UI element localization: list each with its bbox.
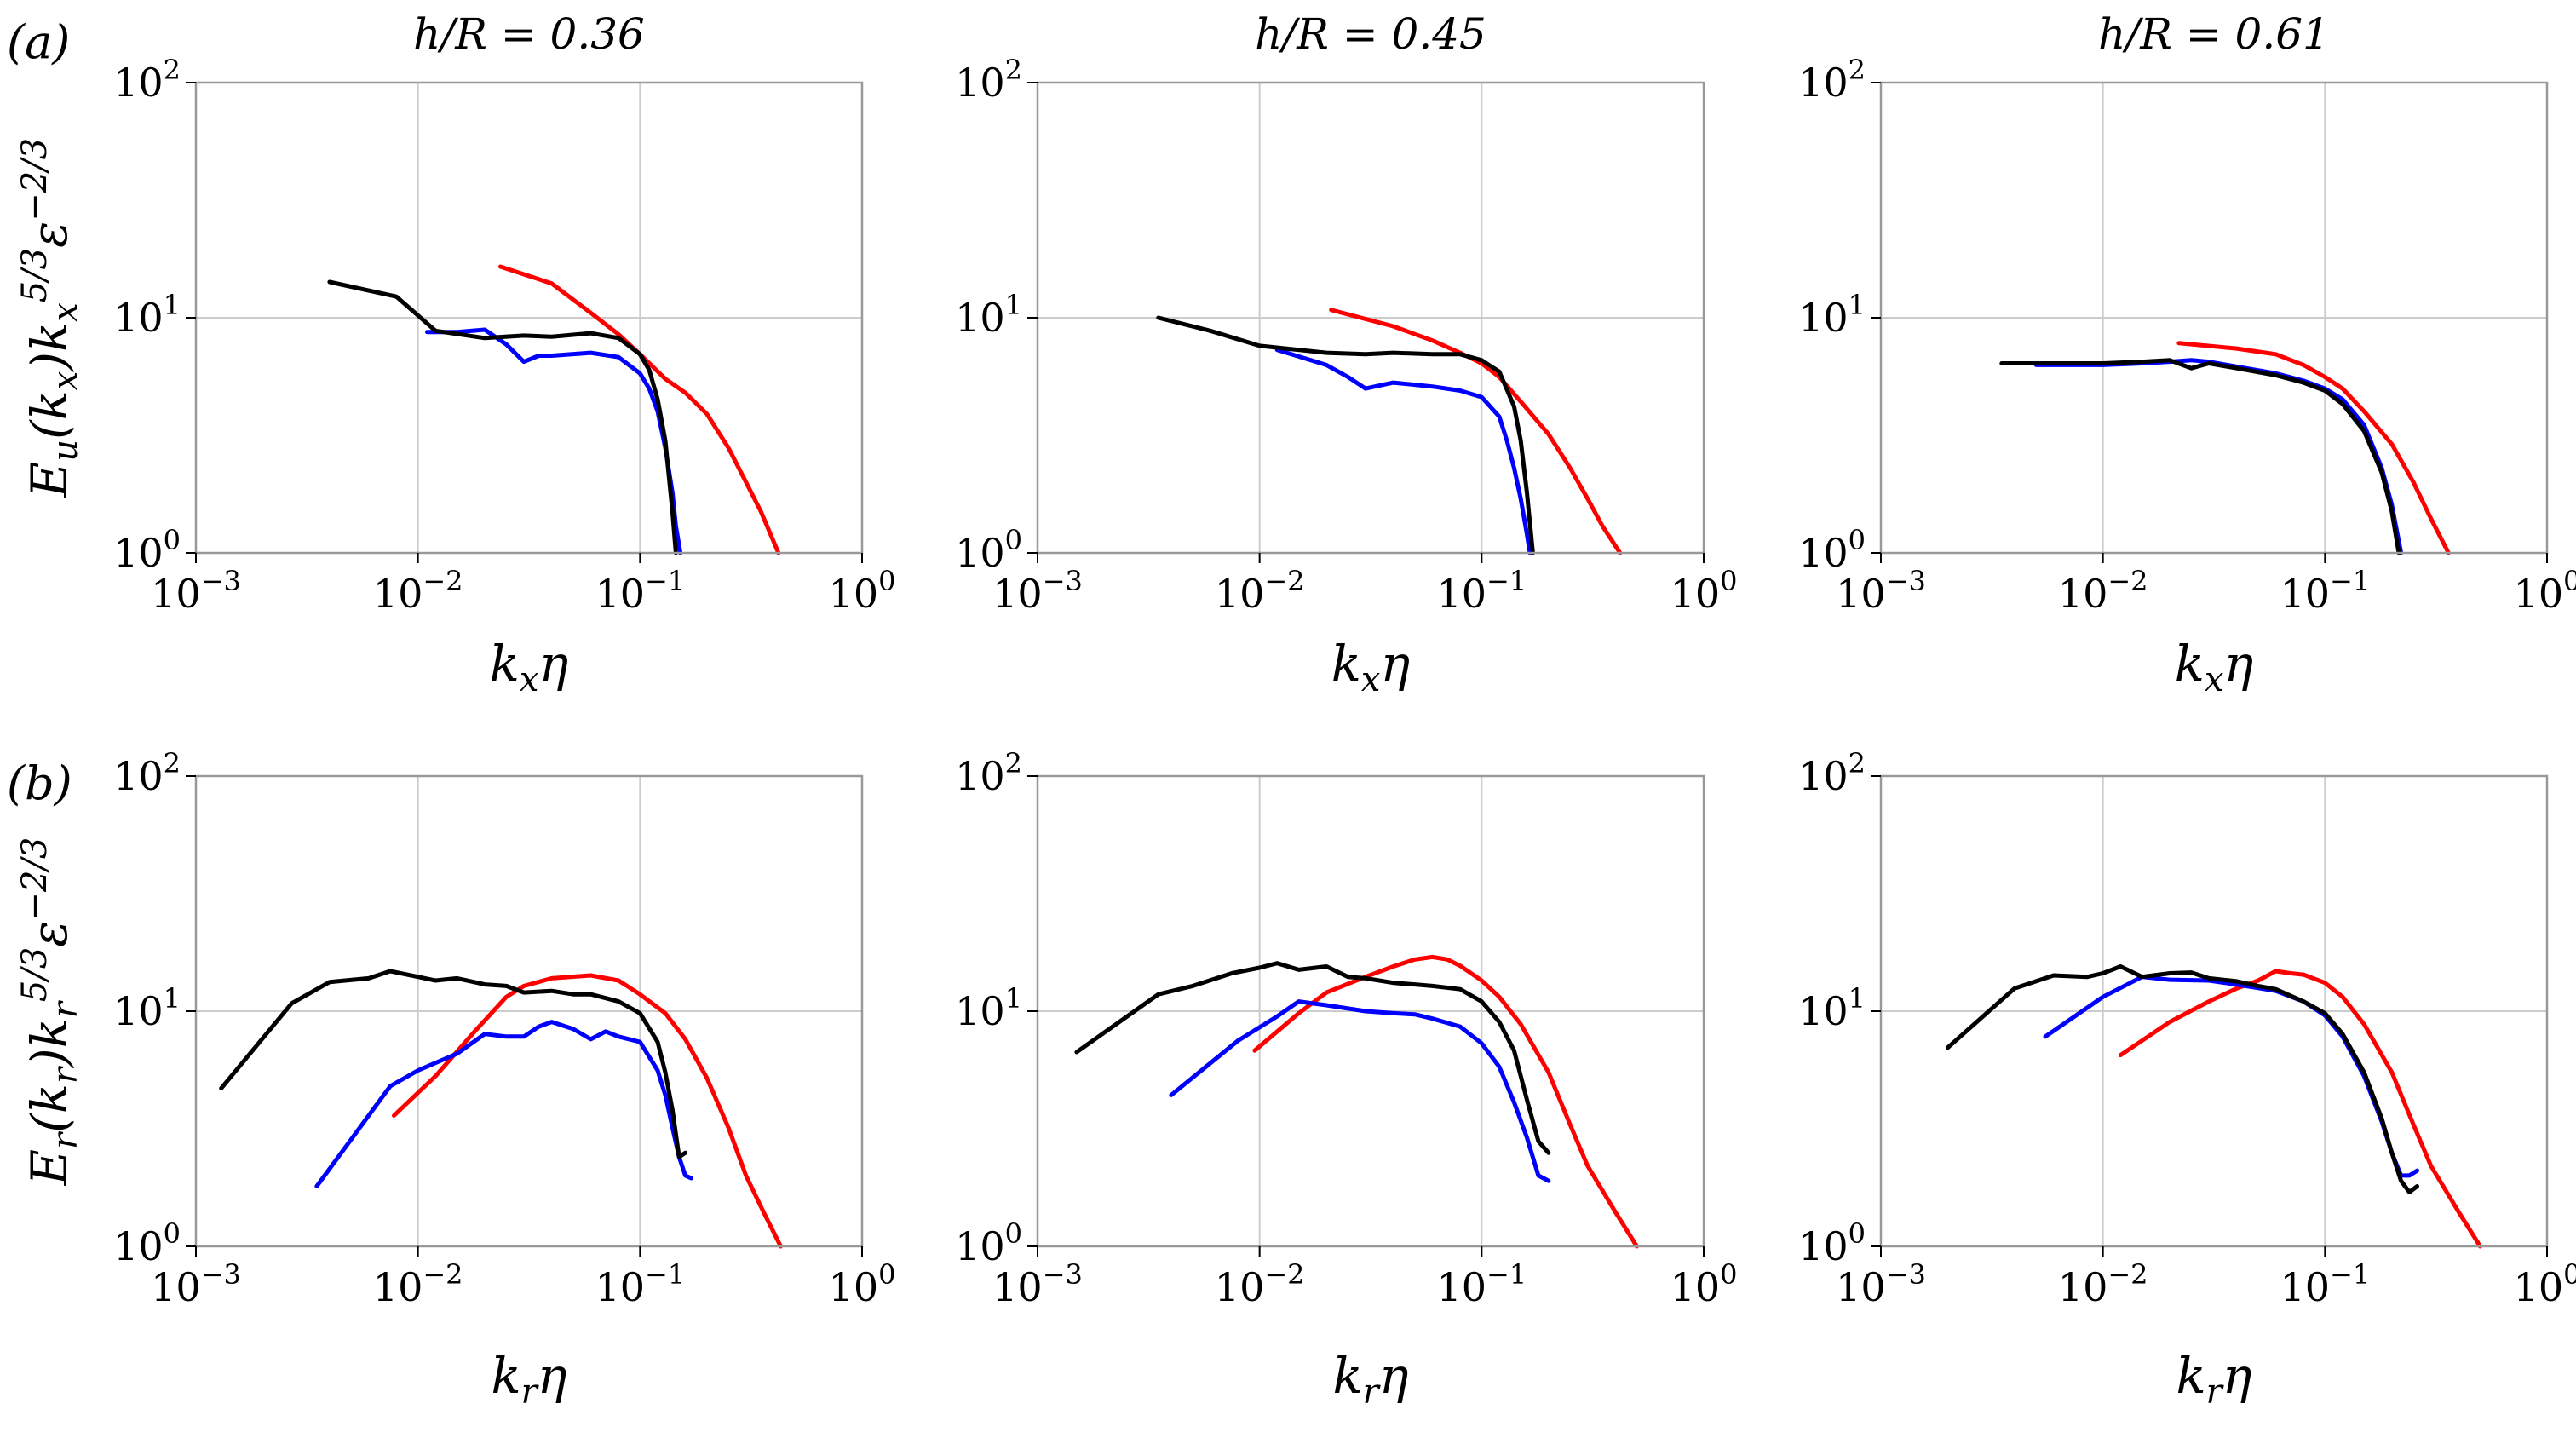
y-tick-label: 100 xyxy=(113,524,181,576)
y-tick-label: 100 xyxy=(955,524,1022,576)
x-axis-label: kxη xyxy=(2175,635,2254,699)
x-tick-label: 100 xyxy=(1670,565,1738,617)
series-blue-line xyxy=(1169,999,1551,1183)
panel-b2: 10−3 10−2 10−1 100 100 101 102 krη xyxy=(955,747,1737,1412)
x-tick-label: 10−1 xyxy=(1436,565,1527,617)
x-tick-label: 10−3 xyxy=(151,565,241,617)
series-blue-line xyxy=(314,1020,693,1188)
x-axis-label: krη xyxy=(1332,1347,1408,1412)
x-tick-label: 100 xyxy=(1670,1258,1738,1310)
series-red-line xyxy=(1252,954,1639,1249)
x-tick-label: 10−1 xyxy=(2280,565,2370,617)
x-tick-label: 10−3 xyxy=(992,565,1083,617)
x-tick-label: 10−2 xyxy=(1215,565,1305,617)
y-axis-label: Eu(kx)kx5/3ε−2/3 xyxy=(15,138,85,498)
row-label-b: (b) xyxy=(7,756,72,810)
y-tick-label: 101 xyxy=(955,982,1022,1034)
series-black-line xyxy=(219,969,687,1159)
series-blue-line xyxy=(2043,975,2419,1178)
x-tick-label: 100 xyxy=(829,1258,896,1310)
x-tick-label: 10−1 xyxy=(595,1258,685,1310)
x-axis-label: krη xyxy=(2176,1347,2251,1412)
y-axis-label: Er(kr)kr5/3ε−2/3 xyxy=(15,837,85,1187)
y-tick-label: 100 xyxy=(1798,1217,1866,1269)
y-tick-label: 102 xyxy=(1798,747,1866,799)
x-tick-label: 10−2 xyxy=(373,565,463,617)
panel-title: h/R = 0.61 xyxy=(2098,9,2330,59)
y-tick-label: 100 xyxy=(113,1217,181,1269)
panel-a2: 10−3 10−2 10−1 100 100 101 102 h/R = 0.45 kxη xyxy=(955,9,1737,699)
series-red-line xyxy=(1329,308,1623,555)
y-tick-label: 101 xyxy=(113,289,181,341)
panel-title: h/R = 0.36 xyxy=(413,9,645,59)
x-tick-label: 100 xyxy=(2514,1258,2576,1310)
series-red-line xyxy=(2118,969,2482,1249)
panel-a3: 10−3 10−2 10−1 100 100 101 102 h/R = 0.61 kxη xyxy=(1798,9,2576,699)
series-black-line xyxy=(1156,315,1535,555)
x-tick-label: 10−3 xyxy=(992,1258,1083,1310)
series-blue-line xyxy=(425,327,683,555)
x-tick-label: 10−3 xyxy=(151,1258,241,1310)
series-black-line xyxy=(1999,358,2401,555)
x-tick-label: 10−2 xyxy=(373,1258,463,1310)
panel-title: h/R = 0.45 xyxy=(1255,9,1486,59)
x-tick-label: 10−1 xyxy=(595,565,685,617)
series-black-line xyxy=(1074,961,1551,1155)
x-tick-label: 100 xyxy=(2514,565,2576,617)
x-tick-label: 10−2 xyxy=(2058,1258,2148,1310)
y-tick-label: 102 xyxy=(113,747,181,799)
panel-b3: 10−3 10−2 10−1 100 100 101 102 krη xyxy=(1798,747,2576,1412)
y-tick-label: 102 xyxy=(113,54,181,106)
series-red-line xyxy=(497,264,781,555)
series-blue-line xyxy=(2033,358,2404,555)
panel-a1: 10−3 10−2 10−1 100 100 101 102 h/R = 0.36 kxη Eu(… xyxy=(15,9,895,699)
x-axis-label: kxη xyxy=(1331,635,1411,699)
y-tick-label: 102 xyxy=(955,747,1022,799)
x-tick-label: 10−1 xyxy=(1436,1258,1527,1310)
row-label-a: (a) xyxy=(7,15,70,69)
y-tick-label: 100 xyxy=(1798,524,1866,576)
panel-b1: 10−3 10−2 10−1 100 100 101 102 krη Er(kr)kr5/3ε−… xyxy=(15,747,895,1412)
y-tick-label: 102 xyxy=(955,54,1022,106)
series-black-line xyxy=(327,279,678,555)
series-black-line xyxy=(1946,964,2419,1194)
x-tick-label: 100 xyxy=(829,565,896,617)
series-blue-line xyxy=(1274,348,1532,555)
x-tick-label: 10−1 xyxy=(2280,1258,2370,1310)
x-tick-label: 10−2 xyxy=(2058,565,2148,617)
y-tick-label: 100 xyxy=(955,1217,1022,1269)
panels: 10−3 10−2 10−1 100 100 101 102 h/R = 0.36 kxη Eu(… xyxy=(15,9,2576,1412)
x-tick-label: 10−3 xyxy=(1836,565,1926,617)
series-red-line xyxy=(2176,341,2451,555)
y-tick-label: 102 xyxy=(1798,54,1866,106)
x-tick-label: 10−2 xyxy=(1215,1258,1305,1310)
y-tick-label: 101 xyxy=(955,289,1022,341)
y-tick-label: 101 xyxy=(1798,289,1866,341)
y-tick-label: 101 xyxy=(1798,982,1866,1034)
x-tick-label: 10−3 xyxy=(1836,1258,1926,1310)
x-axis-label: kxη xyxy=(490,635,569,699)
series-red-line xyxy=(392,973,783,1249)
x-axis-label: krη xyxy=(491,1347,566,1412)
y-tick-label: 101 xyxy=(113,982,181,1034)
